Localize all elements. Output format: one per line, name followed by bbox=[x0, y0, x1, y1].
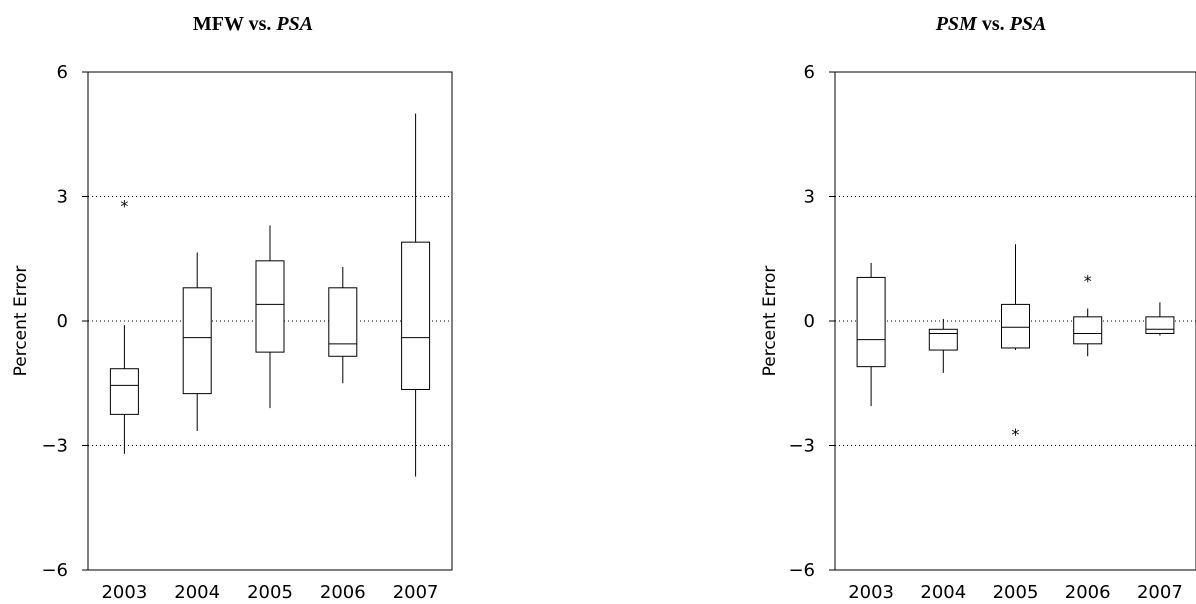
chart-title: MFW vs. PSA bbox=[193, 13, 313, 35]
iqr-box bbox=[1145, 316, 1175, 334]
chart-title-part: PSA bbox=[275, 13, 313, 35]
x-tick-label: 2004 bbox=[920, 582, 966, 603]
y-tick-label: 3 bbox=[804, 187, 815, 208]
iqr-box bbox=[109, 368, 139, 415]
chart-title: PSM vs. PSA bbox=[935, 13, 1047, 35]
box-2005 bbox=[255, 225, 285, 409]
iqr-box bbox=[328, 287, 358, 357]
outlier-marker: * bbox=[1084, 271, 1092, 290]
x-tick-label: 2004 bbox=[174, 582, 220, 603]
chart-title-part: PSM bbox=[935, 13, 978, 35]
x-tick-label: 2007 bbox=[1137, 582, 1183, 603]
y-tick-label: 0 bbox=[57, 311, 68, 332]
box-2006: * bbox=[1073, 271, 1103, 357]
iqr-box bbox=[1073, 316, 1103, 345]
x-tick-label: 2005 bbox=[247, 582, 293, 603]
y-axis-label: Percent Error bbox=[11, 266, 31, 377]
chart-title-part: vs. bbox=[977, 13, 1010, 35]
x-tick-label: 2005 bbox=[993, 582, 1039, 603]
y-tick-label: −6 bbox=[41, 560, 68, 581]
box-2007 bbox=[1145, 302, 1175, 336]
chart-title-part: MFW vs. bbox=[193, 13, 277, 35]
iqr-box bbox=[401, 241, 431, 390]
y-tick-label: −3 bbox=[41, 436, 68, 457]
iqr-box bbox=[856, 276, 886, 368]
y-tick-label: 6 bbox=[804, 62, 815, 83]
y-tick-label: 3 bbox=[57, 187, 68, 208]
box-2004 bbox=[182, 252, 212, 431]
outlier-marker: * bbox=[120, 197, 128, 216]
box-2005: * bbox=[1001, 244, 1030, 444]
iqr-box bbox=[1001, 303, 1030, 349]
iqr-box bbox=[255, 260, 285, 353]
x-tick-label: 2007 bbox=[393, 582, 439, 603]
x-tick-label: 2003 bbox=[101, 582, 147, 603]
y-axis-label: Percent Error bbox=[760, 266, 780, 377]
x-tick-label: 2006 bbox=[1065, 582, 1111, 603]
chart-title-part: PSA bbox=[1009, 13, 1047, 35]
x-tick-label: 2003 bbox=[848, 582, 894, 603]
outlier-marker: * bbox=[1012, 425, 1020, 444]
box-2007 bbox=[401, 113, 431, 477]
x-tick-label: 2006 bbox=[320, 582, 366, 603]
y-tick-label: 6 bbox=[57, 62, 68, 83]
y-tick-label: 0 bbox=[804, 311, 815, 332]
y-tick-label: −6 bbox=[788, 560, 815, 581]
box-2003: * bbox=[109, 197, 139, 454]
iqr-box bbox=[182, 287, 212, 395]
box-2003 bbox=[856, 262, 886, 407]
y-tick-label: −3 bbox=[788, 436, 815, 457]
chart-panel-1: MFW vs. PSA −6 −3 0 3 6 Percent Error 2003 2004 2… bbox=[11, 13, 453, 603]
chart-panel-2: PSM vs. PSA −6 −3 0 3 6 Percent Error 2003 2004 2… bbox=[760, 13, 1196, 603]
iqr-box bbox=[928, 328, 958, 351]
box-2004 bbox=[928, 318, 958, 373]
box-2006 bbox=[328, 267, 358, 384]
